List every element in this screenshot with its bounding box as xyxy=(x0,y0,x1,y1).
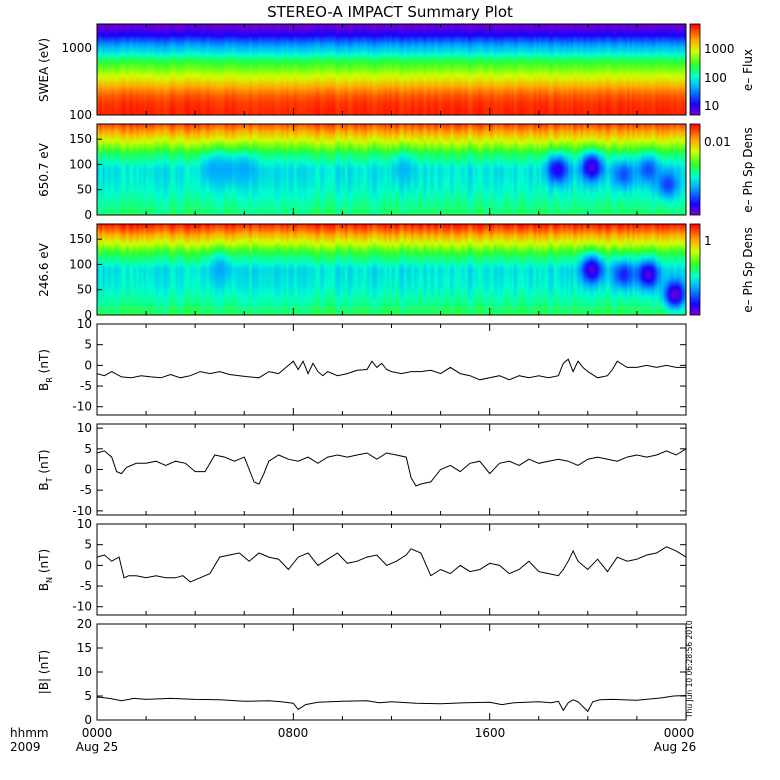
ytick-label: 10 xyxy=(77,317,92,331)
ytick-label: 0 xyxy=(84,463,92,477)
ytick-label: 5 xyxy=(84,689,92,703)
swea-ylabel: SWEA (eV) xyxy=(37,38,51,102)
ytick-label: 20 xyxy=(77,617,92,631)
xtick-label: 1600 xyxy=(475,726,506,740)
ytick-label: -5 xyxy=(80,379,92,393)
ytick-label: 0 xyxy=(84,308,92,322)
pad650-cbar-tick: 0.01 xyxy=(704,135,731,149)
ytick-label: 0 xyxy=(84,358,92,372)
swea-ytick-label: 1000 xyxy=(61,41,92,55)
ytick-label: 10 xyxy=(77,665,92,679)
series-line xyxy=(96,358,686,381)
corner-label-year: 2009 xyxy=(10,740,41,754)
bt-panel: BT (nT) xyxy=(37,423,687,516)
ytick-label: 10 xyxy=(77,517,92,531)
ytick-label: 15 xyxy=(77,641,92,655)
pad246-spectrogram xyxy=(97,224,686,315)
swea-cbar-tick: 100 xyxy=(704,71,727,85)
bmag-frame xyxy=(96,623,687,721)
ytick-label: 5 xyxy=(84,442,92,456)
br-frame xyxy=(96,323,687,416)
pad650-ylabel: 650.7 eV xyxy=(37,142,51,197)
series-line xyxy=(96,695,687,713)
xtick-label: 0800 xyxy=(278,726,309,740)
bmag-ylabel: |B| (nT) xyxy=(37,650,51,694)
ytick-label: 5 xyxy=(84,338,92,352)
bn-panel: BN (nT) xyxy=(37,523,687,616)
bmag-panel: |B| (nT) Thu Jun 10 06:28:56 2010 xyxy=(37,620,694,721)
series-line xyxy=(96,448,687,487)
ytick-label: 10 xyxy=(77,421,92,435)
pad246-cbar-tick: 1 xyxy=(704,234,712,248)
ytick-label: 100 xyxy=(69,257,92,271)
corner-label-hhmm: hhmm xyxy=(10,726,49,740)
swea-cbar-label: e– Flux xyxy=(741,49,755,91)
pad246-ylabel: 246.6 eV xyxy=(37,242,51,297)
ytick-label: 100 xyxy=(69,157,92,171)
pad650-colorbar xyxy=(689,123,701,216)
time-axis: hhmm 2009 0000 0800 1600 0000 Aug 25 Aug… xyxy=(10,726,696,754)
ytick-label: 0 xyxy=(84,713,92,727)
ytick-label: -10 xyxy=(72,600,92,614)
series-line xyxy=(96,546,687,583)
ytick-label: -5 xyxy=(80,483,92,497)
ytick-label: -10 xyxy=(72,504,92,518)
pad246-cbar-label: e– Ph Sp Dens xyxy=(741,227,755,312)
bt-ylabel: BT (nT) xyxy=(37,449,54,490)
ytick-label: 0 xyxy=(84,208,92,222)
pad650-cbar-label: e– Ph Sp Dens xyxy=(741,127,755,212)
pad246-colorbar xyxy=(689,223,701,316)
pad246-panel: 246.6 eV 1 e– Ph Sp Dens xyxy=(37,223,755,316)
ytick-label: 50 xyxy=(77,283,92,297)
swea-cbar-tick: 10 xyxy=(704,99,719,113)
timestamp-text: Thu Jun 10 06:28:56 2010 xyxy=(685,620,694,719)
xtick-label: 0000 xyxy=(664,726,695,740)
ytick-label: 0 xyxy=(84,558,92,572)
xtick-label: 0000 xyxy=(82,726,113,740)
swea-spectrogram xyxy=(97,24,686,115)
pad650-spectrogram xyxy=(97,124,686,215)
ytick-label: 5 xyxy=(84,538,92,552)
chart-marks: 050100150050100150-10-50510-10-50510-10-… xyxy=(69,24,687,727)
ytick-label: -5 xyxy=(80,579,92,593)
ytick-label: 150 xyxy=(69,232,92,246)
swea-ytick-label: 100 xyxy=(69,108,92,122)
ytick-label: -10 xyxy=(72,400,92,414)
bt-frame xyxy=(96,423,687,516)
swea-cbar-tick: 1000 xyxy=(704,42,735,56)
pad650-panel: 650.7 eV 0.01 e– Ph Sp Dens xyxy=(37,123,755,216)
plot-title: STEREO-A IMPACT Summary Plot xyxy=(267,3,513,21)
date-label: Aug 25 xyxy=(76,740,119,754)
bn-ylabel: BN (nT) xyxy=(37,549,54,591)
ytick-label: 150 xyxy=(69,132,92,146)
bn-frame xyxy=(96,523,687,616)
swea-colorbar xyxy=(689,23,701,116)
swea-panel: SWEA (eV) 1000 100 1000 100 10 e– Flux xyxy=(37,23,755,122)
br-ylabel: BR (nT) xyxy=(37,349,54,391)
ytick-label: 50 xyxy=(77,183,92,197)
date-label: Aug 26 xyxy=(654,740,697,754)
